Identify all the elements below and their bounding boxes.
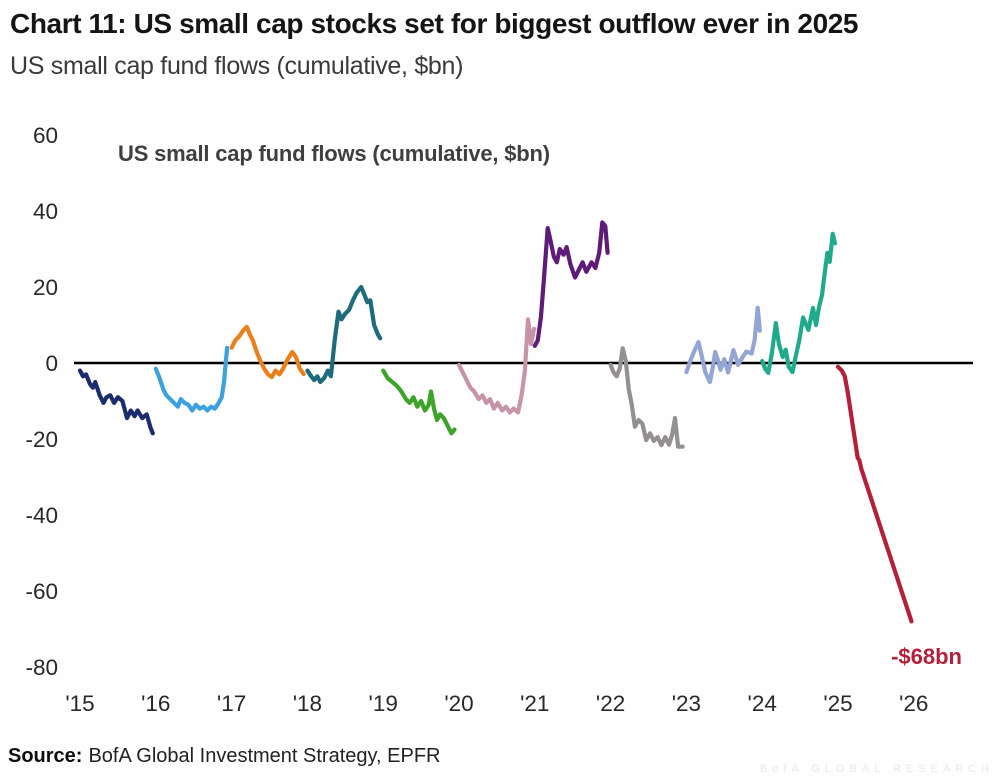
y-axis-tick: -20	[25, 427, 58, 452]
x-axis-tick: '18	[293, 691, 322, 716]
y-axis-tick: 20	[33, 275, 58, 300]
x-axis-tick: '16	[141, 691, 170, 716]
x-axis-tick: '26	[899, 691, 928, 716]
source-text: BofA Global Investment Strategy, EPFR	[88, 745, 441, 767]
series-2016	[153, 345, 230, 413]
plot-inner-title: US small cap fund flows (cumulative, $bn…	[118, 141, 550, 166]
series-2025	[835, 364, 914, 624]
watermark: BofA GLOBAL RESEARCH	[759, 763, 994, 775]
series-2024	[760, 231, 838, 375]
source-label: Source:	[8, 745, 83, 767]
y-axis-tick: -40	[25, 503, 58, 528]
x-axis-tick: '17	[217, 691, 246, 716]
y-axis-tick: -60	[25, 579, 58, 604]
x-axis-tick: '20	[444, 691, 473, 716]
series-2019	[381, 368, 457, 436]
series-2023	[684, 305, 763, 385]
y-axis-tick: 40	[33, 199, 58, 224]
y-axis-tick: -80	[25, 655, 58, 680]
series-2017	[229, 324, 306, 380]
x-axis-tick: '21	[520, 691, 549, 716]
chart-title: Chart 11: US small cap stocks set for bi…	[10, 8, 859, 39]
series-2022	[608, 346, 685, 449]
x-axis-tick: '25	[823, 691, 852, 716]
x-axis-tick: '19	[369, 691, 398, 716]
x-axis-tick: '15	[65, 691, 94, 716]
x-axis-tick: '24	[748, 691, 777, 716]
outflow-annotation: -$68bn	[891, 644, 962, 669]
source-line: Source: BofA Global Investment Strategy, …	[8, 745, 440, 768]
series-2018	[305, 284, 383, 385]
series-2021	[532, 220, 610, 348]
series-2015	[77, 368, 155, 436]
y-axis-tick: 0	[45, 351, 58, 376]
x-axis-tick: '22	[596, 691, 625, 716]
x-axis-tick: '23	[672, 691, 701, 716]
y-axis-tick: 60	[33, 123, 58, 148]
series-2020	[456, 317, 537, 415]
chart-subtitle: US small cap fund flows (cumulative, $bn…	[10, 52, 464, 80]
